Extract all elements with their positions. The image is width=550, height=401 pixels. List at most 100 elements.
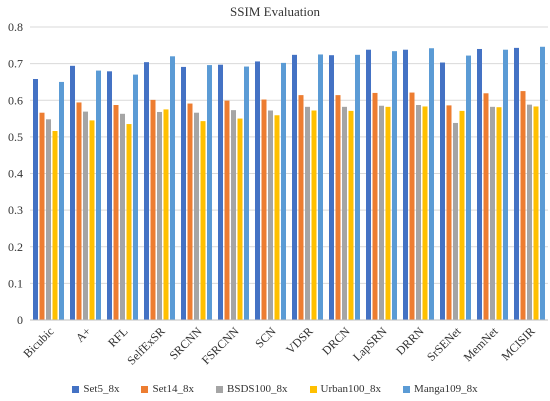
bar [207, 65, 212, 320]
bar [133, 74, 138, 320]
legend-item: Set5_8x [72, 381, 119, 397]
bar [355, 54, 360, 321]
x-tick-label: MemNet [461, 324, 502, 365]
bar [261, 99, 267, 320]
bar [39, 112, 45, 320]
bar [533, 106, 539, 320]
y-tick-label: 0.7 [8, 57, 23, 71]
legend-label: Set5_8x [83, 383, 120, 395]
x-tick-label: RFL [105, 324, 130, 349]
y-tick-label: 0.4 [8, 167, 23, 181]
bar [459, 110, 465, 320]
legend-label: Set14_8x [152, 383, 195, 395]
bar [194, 112, 199, 320]
legend-label: BSDS100_8x [227, 383, 288, 395]
x-tick-label: LapSRN [350, 324, 390, 364]
bar [157, 111, 162, 320]
x-tick-label: SrSENet [424, 324, 464, 364]
bar [170, 56, 175, 321]
bar [453, 122, 458, 321]
bar [218, 64, 223, 320]
bar [89, 120, 95, 320]
bar [311, 110, 317, 320]
y-tick-label: 0.1 [8, 276, 23, 290]
y-tick-label: 0.3 [8, 203, 23, 217]
x-tick-label: SCN [252, 324, 279, 351]
bar [163, 109, 169, 320]
bar [385, 106, 391, 320]
bar [52, 131, 58, 320]
bar [335, 95, 341, 320]
bar [379, 105, 384, 321]
y-tick-label: 0.8 [8, 20, 23, 34]
x-tick-label: MCISIR [498, 324, 537, 363]
legend-swatch [403, 385, 411, 393]
bar [76, 102, 82, 320]
bar [305, 106, 310, 320]
bar [446, 105, 452, 320]
bar [477, 48, 482, 320]
legend: Set5_8x Set14_8x BSDS100_8x Urban100_8x Mang… [0, 381, 550, 397]
x-tick-label: FSRCNN [199, 324, 242, 367]
bar [503, 49, 508, 321]
bar [422, 106, 428, 320]
bar [496, 107, 502, 321]
bar [520, 91, 526, 320]
x-tick-label: VDSR [283, 324, 316, 357]
bar [490, 106, 495, 320]
bar [70, 65, 75, 320]
legend-item: Urban100_8x [309, 381, 382, 397]
bar [403, 49, 408, 321]
bar [292, 54, 297, 321]
bar [514, 47, 519, 320]
bar [281, 62, 286, 320]
x-tick-label: A+ [73, 324, 94, 345]
bar [231, 110, 236, 320]
legend-label: Urban100_8x [320, 383, 382, 395]
bar [416, 105, 421, 320]
legend-item: Set14_8x [141, 381, 194, 397]
bar [372, 92, 378, 320]
bar [540, 46, 545, 321]
bar [126, 124, 132, 321]
bar [46, 119, 51, 320]
bar [298, 95, 304, 320]
legend-item: BSDS100_8x [216, 381, 288, 397]
bar [409, 92, 415, 320]
y-tick-label: 0.5 [8, 130, 23, 144]
chart-title: SSIM Evaluation [230, 4, 320, 19]
bar [329, 55, 334, 321]
bar [268, 110, 273, 320]
y-tick-label: 0.2 [8, 240, 23, 254]
bars [33, 46, 545, 321]
x-tick-label: Bicubic [20, 324, 56, 360]
bar [144, 62, 149, 320]
bar [318, 54, 323, 320]
bar [120, 113, 125, 321]
bar [348, 110, 354, 320]
legend-swatch [216, 385, 224, 393]
legend-item: Manga109_8x [403, 381, 478, 397]
x-tick-label: DRRN [393, 324, 427, 358]
bar [440, 62, 445, 321]
bar [59, 81, 64, 320]
bar [429, 48, 434, 321]
bar [107, 71, 112, 320]
bar [96, 70, 101, 321]
bar [150, 99, 156, 320]
legend-label: Manga109_8x [414, 383, 478, 395]
bar [244, 66, 249, 321]
y-axis-ticks: 0 0.1 0.2 0.3 0.4 0.5 0.6 0.7 0.8 [8, 20, 23, 327]
bar [392, 51, 397, 321]
bar [342, 106, 347, 320]
x-tick-label: SelfExSR [124, 324, 167, 367]
bar [237, 118, 243, 320]
legend-swatch [309, 385, 317, 393]
bar [83, 111, 88, 320]
bar [366, 49, 371, 321]
bar [527, 104, 532, 321]
bar [113, 105, 119, 320]
bar [187, 103, 193, 320]
